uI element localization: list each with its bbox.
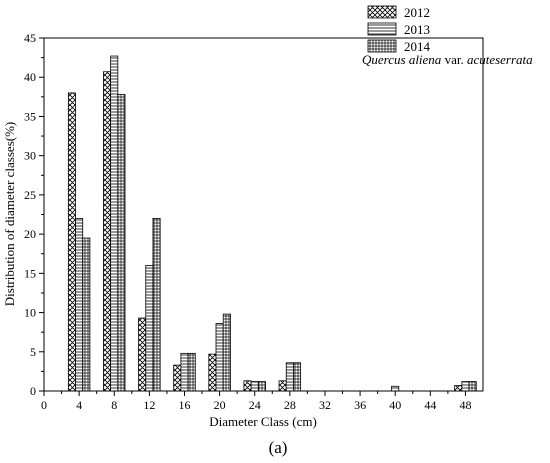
bar-2012-24 <box>243 380 252 392</box>
x-tick-label: 48 <box>459 398 471 412</box>
y-tick-label: 45 <box>24 31 36 45</box>
x-tick-label: 8 <box>111 398 117 412</box>
y-tick-label: 0 <box>30 384 36 398</box>
legend-label-2013: 2013 <box>404 22 430 37</box>
x-tick-label: 28 <box>284 398 296 412</box>
bar-2012-16 <box>173 364 182 392</box>
bar-2012-28 <box>278 380 287 392</box>
bar-2012-48 <box>454 385 463 392</box>
y-tick-label: 10 <box>24 306 36 320</box>
y-axis: 0 5 10 15 20 25 30 35 40 45 <box>24 31 44 398</box>
legend-label-2014: 2014 <box>404 39 431 54</box>
y-tick-label: 15 <box>24 266 36 280</box>
y-tick-label: 35 <box>24 109 36 123</box>
x-tick-label: 20 <box>214 398 226 412</box>
bar-2014-24 <box>257 381 266 392</box>
bar-2013-8 <box>110 55 119 392</box>
species-note: Quercus aliena var. acuteserrata <box>362 52 533 67</box>
x-axis-title: Diameter Class (cm) <box>209 414 317 429</box>
y-tick-label: 25 <box>24 188 36 202</box>
legend: 2012 2013 2014 <box>367 5 431 54</box>
species-name: Quercus aliena <box>362 52 442 67</box>
x-tick-label: 36 <box>354 398 366 412</box>
bar-2013-12 <box>145 265 154 392</box>
bar-2013-24 <box>250 381 259 392</box>
panel-label: (a) <box>269 438 288 457</box>
x-tick-label: 16 <box>178 398 190 412</box>
x-axis: 0 4 8 12 16 20 24 28 32 36 40 44 48 <box>41 391 471 412</box>
bar-2014-4 <box>82 237 91 392</box>
bar-2012-20 <box>208 353 217 392</box>
y-tick-label: 20 <box>24 227 36 241</box>
bar-2014-20 <box>222 313 231 392</box>
bar-2013-28 <box>285 362 294 392</box>
bar-2014-28 <box>293 362 302 392</box>
bar-2013-20 <box>215 323 224 392</box>
bar-2013-16 <box>180 352 189 392</box>
x-tick-label: 44 <box>424 398 436 412</box>
x-tick-label: 24 <box>249 398 261 412</box>
legend-swatch-2014 <box>367 39 397 53</box>
legend-swatch-2012 <box>367 5 397 19</box>
bar-2013-40 <box>391 385 400 392</box>
bar-2012-4 <box>67 92 76 392</box>
bar-2013-48 <box>461 381 470 392</box>
bar-2014-8 <box>117 94 126 392</box>
bar-2014-12 <box>152 218 161 392</box>
bar-2014-48 <box>468 381 477 392</box>
legend-label-2012: 2012 <box>404 5 430 20</box>
legend-swatch-2013 <box>367 22 397 36</box>
bars-group <box>67 55 477 392</box>
y-tick-label: 5 <box>30 345 36 359</box>
y-tick-label: 30 <box>24 149 36 163</box>
bar-2013-4 <box>75 218 84 392</box>
species-mid: var. <box>441 52 467 67</box>
bar-2012-12 <box>138 317 147 392</box>
bar-2014-16 <box>187 352 196 392</box>
x-tick-label: 12 <box>143 398 155 412</box>
x-tick-label: 40 <box>389 398 401 412</box>
bar-2012-8 <box>103 71 112 392</box>
species-variety: acuteserrata <box>467 52 533 67</box>
x-tick-label: 0 <box>41 398 47 412</box>
x-tick-label: 4 <box>76 398 82 412</box>
x-tick-label: 32 <box>319 398 331 412</box>
y-tick-label: 40 <box>24 70 36 84</box>
y-axis-title: Distribution of diameter classes(%) <box>2 122 17 306</box>
